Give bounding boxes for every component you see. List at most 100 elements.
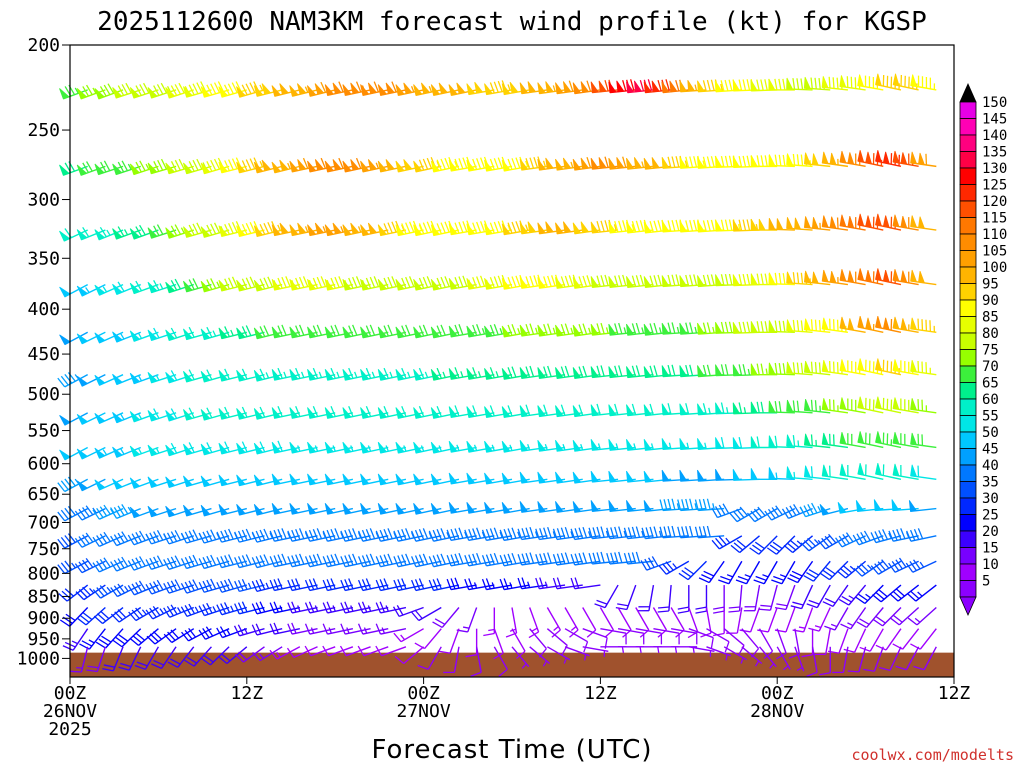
barb-flag [732,79,741,92]
barb-full [414,609,423,619]
wind-barb [572,275,601,289]
barb-flag [892,463,900,477]
wind-barb [653,628,680,645]
x-tick-label: 00Z [54,683,87,704]
wind-barb [873,607,902,627]
y-tick-label: 200 [27,35,60,56]
barb-shaft [151,560,177,570]
barb-full [117,558,125,569]
barb-half [553,626,559,631]
barb-half [120,448,125,455]
barb-half [314,605,319,612]
barb-full [521,577,527,589]
wind-barb [74,505,106,521]
barb-shaft [626,584,637,610]
barb-full [665,561,674,571]
wind-barb [147,371,177,384]
barb-shaft [741,628,760,650]
barb-full [241,529,248,541]
wind-barb [253,368,283,382]
barb-full [180,558,188,569]
barb-half [137,332,143,339]
barb-full [803,540,813,549]
wind-barb [913,646,937,671]
barb-half [676,503,680,510]
wind-barb [739,607,761,633]
wind-barb [803,216,831,231]
barb-full [259,441,266,453]
barb-full [891,561,900,571]
barb-half [694,84,698,91]
barb-full [732,510,741,521]
barb-full [507,405,513,417]
barb-full [472,324,478,336]
barb-flag [918,152,926,166]
barb-shaft [344,628,371,635]
barb-flag [892,316,900,330]
barb-flag [474,81,484,94]
barb-full [606,553,611,565]
wind-barb [537,81,566,95]
barb-half [814,539,820,545]
barb-flag [165,162,176,175]
x-tick-label: 27NOV [397,701,451,722]
barb-full [422,158,429,170]
barb-full [365,405,372,417]
barb-full [166,532,174,543]
wind-barb [70,646,89,673]
barb-flag [360,407,370,419]
barb-full [99,558,108,569]
barb-flag [76,480,89,492]
barb-flag [855,500,865,512]
barb-shaft [453,646,460,673]
wind-barb [750,321,778,333]
barb-flag [484,278,494,290]
barb-full [489,405,495,417]
barb-full [907,617,918,626]
barb-full [521,553,527,565]
barb-full [810,466,813,478]
barb-flag [821,151,829,165]
barb-flag [661,403,670,416]
barb-shaft [239,628,265,637]
wind-barb [145,555,177,570]
barb-full [295,367,301,379]
barb-full [659,526,664,538]
barb-shaft [834,607,849,631]
barb-shaft [151,535,177,545]
barb-full [192,529,199,540]
barb-full [117,226,125,237]
barb-flag [580,81,590,93]
barb-flag [501,472,511,485]
barb-shaft [741,646,763,665]
barb-shaft [362,584,389,592]
barb-full [143,82,150,94]
wind-barb [832,646,849,674]
barb-full [860,563,869,573]
wind-barb [856,607,884,628]
barb-flag [519,222,529,235]
wind-barb [271,83,301,97]
barb-full [198,605,205,616]
wind-barb [183,442,212,456]
wind-barb [511,628,526,659]
barb-half [265,372,270,379]
barb-flag [537,405,546,417]
barb-half [765,368,768,375]
barb-shaft [816,584,831,608]
y-tick-label: 850 [27,586,60,607]
barb-flag [626,81,635,94]
barb-flag [271,369,282,381]
barb-flag [857,74,865,87]
wind-barb [711,535,743,550]
barb-full [841,595,852,603]
wind-barb [165,327,194,341]
barb-full [760,79,764,91]
barb-full [689,525,694,537]
barb-full [241,160,248,171]
barb-full [852,534,860,546]
barb-shaft [116,535,141,547]
barb-half [464,531,468,538]
barb-half [570,161,574,168]
barb-flag [821,432,829,446]
